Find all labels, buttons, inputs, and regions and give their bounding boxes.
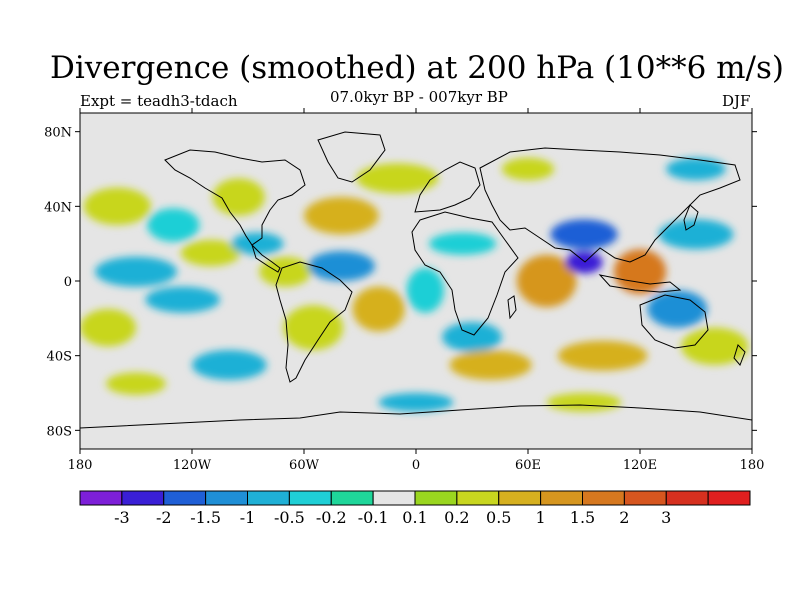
divergence-region (106, 372, 166, 395)
divergence-region (94, 256, 178, 287)
longitude-axis: 180 120W 60W 0 60E 120E 180 (68, 108, 765, 473)
season-label: DJF (722, 92, 751, 110)
colorbar-swatch (79, 490, 123, 506)
divergence-region (283, 305, 344, 351)
colorbar-label: -0.1 (358, 508, 389, 527)
coast-antarctica (80, 404, 752, 429)
colorbar-label: -1.5 (190, 508, 221, 527)
divergence-region (613, 249, 667, 295)
coast-japan (683, 204, 699, 231)
divergence-region (429, 232, 497, 255)
colorbar-swatch (707, 490, 751, 506)
lon-tick-label: 0 (412, 458, 420, 473)
divergence-region (449, 350, 532, 380)
colorbar-label: 3 (661, 508, 671, 527)
coast-greenland (317, 131, 386, 183)
divergence-region (259, 256, 312, 287)
lon-tick-label: 180 (68, 458, 93, 473)
lon-tick-label: 60W (289, 458, 320, 473)
divergence-region (666, 157, 726, 181)
divergence-region (681, 327, 749, 366)
colorbar-label: 1 (536, 508, 546, 527)
coast-asia (479, 147, 741, 263)
divergence-region (647, 290, 708, 328)
colorbar-label: 0.1 (402, 508, 427, 527)
lon-tick-label: 180 (740, 458, 765, 473)
colorbar-swatch (205, 490, 248, 506)
lon-tick-label: 120W (173, 458, 212, 473)
divergence-region (501, 157, 555, 181)
colorbar-label: 0.2 (444, 508, 469, 527)
divergence-region (192, 350, 267, 380)
divergence-region (356, 163, 439, 194)
divergence-field (80, 157, 749, 412)
divergence-region (546, 393, 622, 412)
period-label: 07.0kyr BP - 007kyr BP (330, 88, 508, 106)
colorbar-swatch (665, 490, 709, 506)
colorbar-swatch (623, 490, 667, 506)
colorbar-swatch (247, 490, 290, 506)
colorbar-label: -3 (114, 508, 130, 527)
divergence-region (212, 178, 265, 216)
colorbar-swatch (163, 490, 207, 506)
colorbar-swatch (330, 490, 374, 506)
lat-tick-label: 80S (47, 424, 72, 439)
colorbar-swatch (498, 490, 542, 506)
colorbar-label: 1.5 (570, 508, 595, 527)
divergence-region (442, 322, 502, 352)
lat-tick-label: 40N (44, 200, 72, 215)
colorbar-label: 2 (619, 508, 629, 527)
colorbar-label: -1 (240, 508, 256, 527)
colorbar-swatch (582, 490, 625, 506)
divergence-region (180, 239, 241, 267)
lat-tick-label: 40S (47, 350, 72, 365)
colorbar-swatch (288, 490, 332, 506)
coast-madagascar (507, 295, 517, 320)
colorbar-swatch (414, 490, 458, 506)
divergence-region (147, 208, 200, 242)
coast-africa (411, 211, 519, 336)
colorbar-swatch (540, 490, 583, 506)
divergence-region (83, 187, 151, 225)
divergence-region (378, 393, 454, 412)
colorbar-swatch (372, 490, 416, 506)
divergence-region (304, 197, 379, 235)
colorbar-label: -0.2 (316, 508, 347, 527)
coast-south-america (275, 261, 353, 383)
coast-central-america (251, 244, 281, 273)
divergence-region (658, 219, 734, 250)
coast-indonesia (598, 274, 682, 293)
divergence-region (231, 232, 284, 255)
coast-north-america (164, 149, 306, 246)
coast-australia (639, 294, 709, 349)
coast-europe (414, 161, 481, 213)
experiment-label: Expt = teadh3-tdach (80, 92, 238, 110)
coast-new-zealand (733, 344, 746, 366)
divergence-region (406, 267, 445, 313)
divergence-region (307, 251, 375, 281)
divergence-region (516, 254, 577, 308)
latitude-axis: 80N 40N 0 40S 80S (44, 126, 757, 439)
map-title: Divergence (smoothed) at 200 hPa (10**6 … (50, 50, 784, 86)
colorbar-label: 0.5 (486, 508, 511, 527)
divergence-region (565, 251, 603, 274)
colorbar-swatch (456, 490, 500, 506)
divergence-region (80, 309, 136, 347)
colorbar-label: -2 (156, 508, 172, 527)
lat-tick-label: 0 (64, 275, 72, 290)
colorbar: -3 -2 -1.5 -1 -0.5 -0.2 -0.1 0.1 0.2 0.5 1 1.5 2 3 (79, 490, 751, 527)
divergence-region (145, 286, 220, 313)
lat-tick-label: 80N (44, 126, 72, 141)
colorbar-swatch (121, 490, 165, 506)
coastlines (80, 131, 752, 429)
divergence-region (557, 340, 648, 371)
divergence-region (352, 286, 405, 332)
lon-tick-label: 120E (623, 458, 657, 473)
lon-tick-label: 60E (515, 458, 541, 473)
colorbar-label: -0.5 (274, 508, 305, 527)
divergence-region (550, 219, 618, 250)
